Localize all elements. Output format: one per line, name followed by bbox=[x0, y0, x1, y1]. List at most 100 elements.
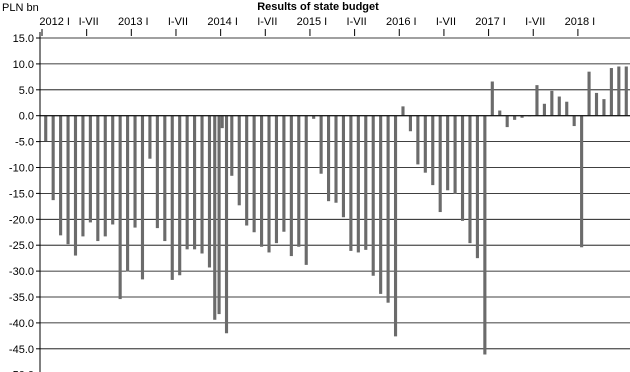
bar bbox=[319, 115, 323, 174]
bar bbox=[140, 115, 145, 280]
bar bbox=[282, 115, 286, 232]
y-tick-label: 15.0 bbox=[13, 33, 34, 45]
bar bbox=[557, 96, 561, 116]
x-tick-label: I-VII bbox=[347, 16, 367, 28]
bar bbox=[371, 115, 375, 276]
bar bbox=[505, 115, 509, 128]
bar bbox=[297, 115, 301, 247]
bar bbox=[401, 106, 405, 116]
bar bbox=[624, 66, 628, 116]
bar bbox=[513, 115, 517, 120]
y-tick-label: -50.0 bbox=[9, 370, 34, 372]
bar bbox=[446, 115, 450, 191]
bar bbox=[535, 85, 539, 116]
bar bbox=[200, 115, 204, 254]
bar bbox=[81, 115, 85, 237]
bar-series bbox=[44, 66, 628, 355]
bar bbox=[289, 115, 293, 257]
bar bbox=[245, 115, 249, 226]
bar bbox=[431, 115, 435, 186]
bar bbox=[230, 115, 234, 176]
bar bbox=[468, 115, 472, 244]
bar bbox=[96, 115, 100, 242]
bar bbox=[453, 115, 457, 194]
x-tick-label: I-VII bbox=[168, 16, 188, 28]
bar bbox=[379, 115, 383, 294]
y-tick-label: -10.0 bbox=[9, 163, 34, 175]
bar bbox=[267, 115, 271, 253]
bar bbox=[416, 115, 420, 165]
x-tick-label: 2015 I bbox=[297, 16, 328, 28]
bar bbox=[220, 115, 224, 129]
x-tick-label: 2018 I bbox=[565, 16, 596, 28]
bar bbox=[207, 115, 212, 268]
bar bbox=[178, 115, 182, 276]
bar bbox=[66, 115, 70, 245]
y-tick-label: -45.0 bbox=[9, 344, 34, 356]
x-tick-label: 2013 I bbox=[118, 16, 149, 28]
bar bbox=[59, 115, 63, 236]
bar bbox=[483, 115, 487, 355]
bar bbox=[260, 115, 264, 247]
y-tick-label: -35.0 bbox=[9, 292, 34, 304]
bar bbox=[170, 115, 174, 280]
x-tick-label: 2012 I bbox=[39, 16, 70, 28]
x-axis-ticks: 2012 I I-VII 2013 I I-VII 2014 I I-VII 2015 I I… bbox=[39, 16, 595, 36]
bar bbox=[498, 110, 502, 116]
bar bbox=[213, 115, 217, 320]
bar bbox=[334, 115, 338, 203]
bar bbox=[44, 115, 48, 142]
y-tick-label: -5.0 bbox=[15, 137, 34, 149]
y-tick-label: -15.0 bbox=[9, 188, 34, 200]
bar bbox=[133, 115, 137, 228]
bar bbox=[423, 115, 427, 173]
x-tick-label: 2014 I bbox=[207, 16, 238, 28]
bar bbox=[408, 115, 412, 132]
x-tick-label: I-VII bbox=[79, 16, 99, 28]
bar bbox=[155, 115, 159, 229]
chart-title: Results of state budget bbox=[257, 1, 379, 13]
bar bbox=[304, 115, 308, 265]
x-tick-label: I-VII bbox=[525, 16, 545, 28]
bar bbox=[550, 90, 554, 116]
x-tick-label: I-VII bbox=[257, 16, 277, 28]
y-tick-label: -20.0 bbox=[9, 214, 34, 226]
bar bbox=[126, 115, 130, 272]
y-tick-label: -30.0 bbox=[9, 266, 34, 278]
bar bbox=[572, 115, 576, 127]
bar bbox=[88, 115, 92, 223]
bar bbox=[185, 115, 189, 250]
bar bbox=[237, 115, 241, 206]
bar bbox=[602, 99, 606, 116]
bar bbox=[103, 115, 107, 237]
bar bbox=[617, 66, 621, 116]
unit-label: PLN bn bbox=[2, 2, 39, 14]
bar bbox=[326, 115, 331, 202]
bar bbox=[587, 71, 591, 116]
bar bbox=[364, 115, 368, 250]
bar bbox=[274, 115, 279, 244]
x-tick-label: I-VII bbox=[436, 16, 456, 28]
bar bbox=[580, 115, 584, 248]
bar bbox=[438, 115, 442, 213]
bar bbox=[520, 115, 524, 118]
y-tick-label: 10.0 bbox=[13, 59, 34, 71]
bar bbox=[163, 115, 167, 242]
y-tick-label: -40.0 bbox=[9, 318, 34, 330]
bar bbox=[312, 115, 316, 119]
bar bbox=[393, 115, 398, 337]
bar bbox=[341, 115, 346, 218]
bar bbox=[542, 103, 546, 116]
bar bbox=[224, 115, 229, 334]
y-tick-label: 0.0 bbox=[19, 111, 34, 123]
bar bbox=[118, 115, 122, 300]
bar bbox=[609, 68, 613, 116]
x-tick-label: 2017 I bbox=[475, 16, 506, 28]
bar bbox=[51, 115, 55, 201]
bar bbox=[217, 115, 221, 315]
bar bbox=[111, 115, 115, 225]
y-tick-label: -25.0 bbox=[9, 240, 34, 252]
bar bbox=[252, 115, 256, 233]
y-tick-label: 5.0 bbox=[19, 85, 34, 97]
